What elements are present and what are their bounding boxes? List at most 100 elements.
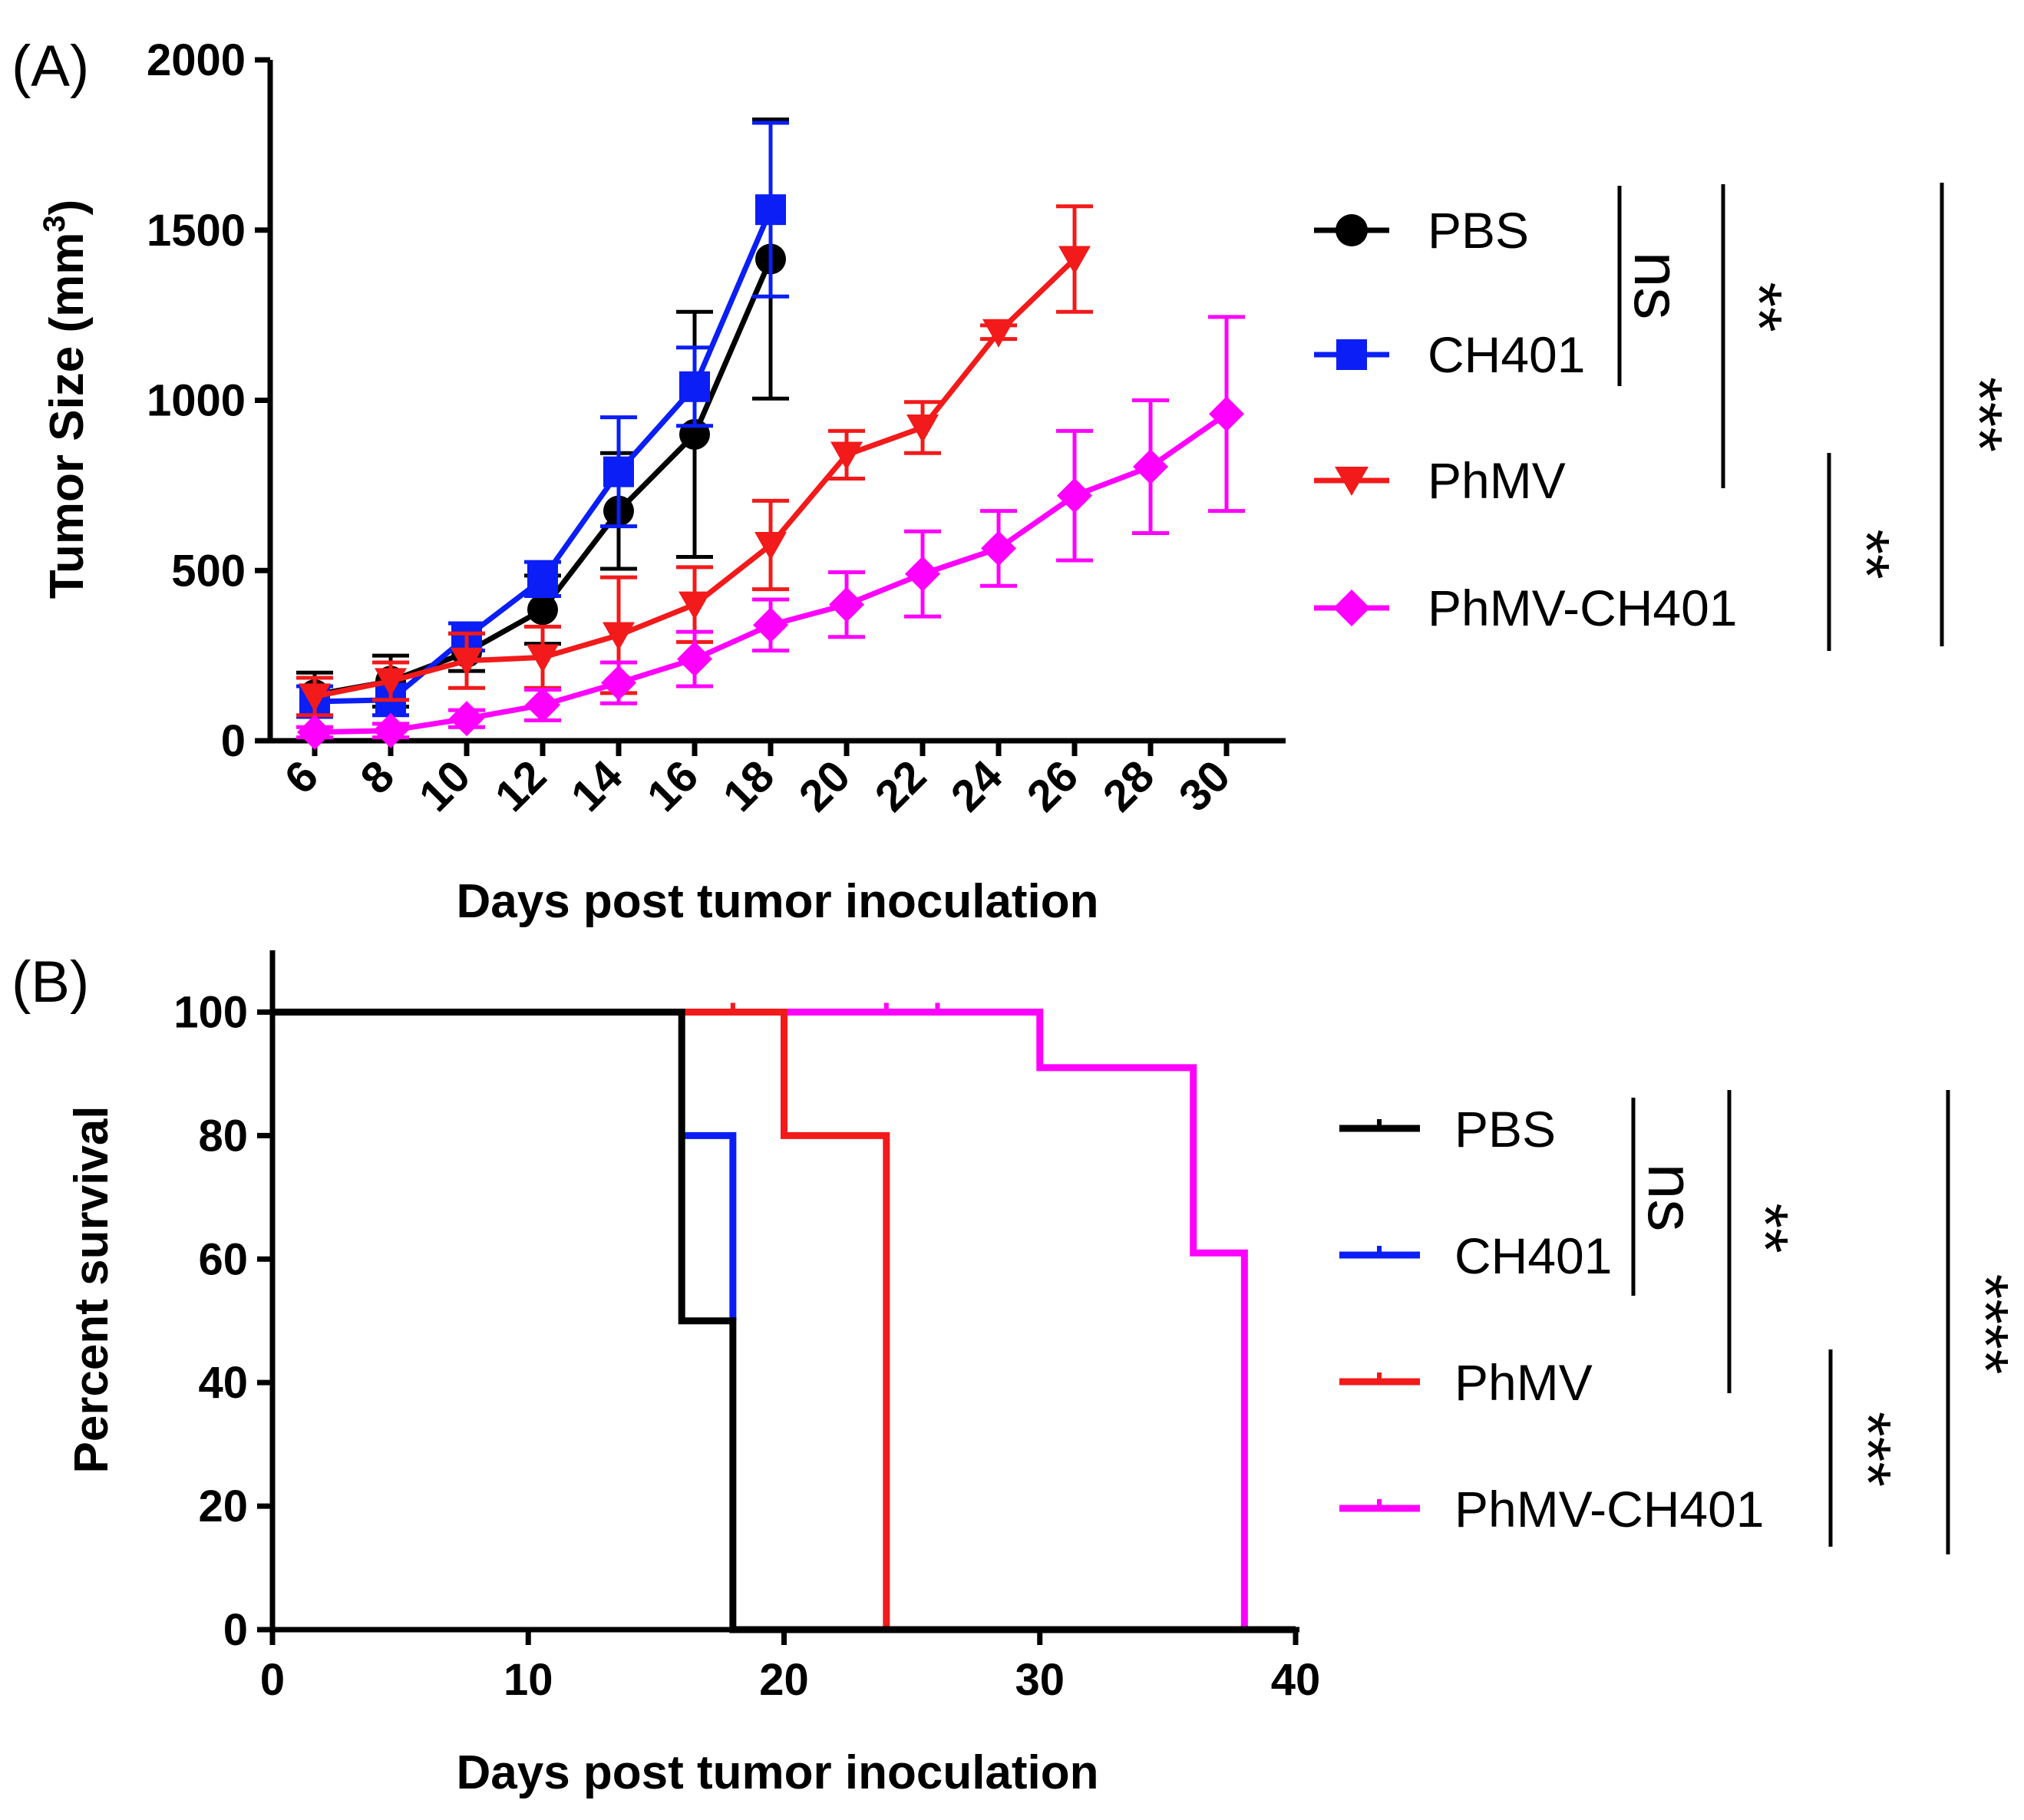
data-point (527, 594, 558, 626)
panel-a-label: (A) (12, 34, 89, 99)
panel-a-y-axis-label: Tumor Size (mm3) (38, 200, 94, 600)
legend-a-phmv: PhMV (1314, 452, 1566, 509)
data-point (755, 194, 786, 226)
legend-b-ch401: CH401 (1339, 1227, 1612, 1284)
sig-a-pbs-phmv-label: ** (1723, 282, 1795, 332)
legend-a-pbs: PBS (1314, 202, 1529, 259)
panel-b-legend: PBS CH401 PhMV PhMV-CH401 (1339, 1101, 1765, 1538)
b-ytick-label: 80 (198, 1111, 248, 1161)
series-b-phmv (682, 1002, 890, 1630)
a-xtick-label: 28 (1094, 751, 1164, 821)
panel-b-survival-chart: (B) 0 20 40 60 80 100 0 10 20 30 40 Percent survi… (12, 950, 2022, 1799)
legend-b-pbs: PBS (1339, 1101, 1556, 1158)
data-point (905, 556, 940, 592)
legend-b-phmv: PhMV (1339, 1354, 1593, 1411)
a-xtick-label: 8 (351, 751, 404, 804)
series-a-phmv-ch401 (296, 315, 1245, 750)
sig-b-pbs-combo-label: **** (1950, 1274, 2022, 1375)
data-point (679, 371, 710, 402)
b-ytick-label: 20 (198, 1481, 248, 1531)
data-point (679, 591, 711, 620)
panel-b-y-axis-label: Percent survival (65, 1105, 118, 1473)
panel-b-y-ticks: 0 20 40 60 80 100 (173, 987, 272, 1655)
data-point (906, 414, 939, 443)
a-xtick-label: 26 (1018, 751, 1088, 821)
legend-b-pbs-label: PBS (1454, 1101, 1556, 1158)
a-xtick-label: 12 (486, 751, 556, 821)
data-point (677, 641, 712, 677)
data-point (601, 665, 636, 701)
data-point (754, 531, 787, 560)
b-xtick-label: 30 (1015, 1655, 1065, 1705)
series-a-phmv (296, 204, 1093, 718)
b-ytick-label: 40 (198, 1358, 248, 1408)
b-ytick-label: 0 (223, 1605, 248, 1655)
a-ytick-label: 2000 (147, 35, 246, 85)
legend-b-ch401-label: CH401 (1454, 1227, 1612, 1284)
panel-b-label: (B) (12, 950, 89, 1015)
legend-a-phmv-ch401-label: PhMV-CH401 (1428, 580, 1738, 636)
a-xtick-label: 22 (866, 751, 936, 821)
sig-a-ns-label: ns (1621, 252, 1693, 320)
sig-b-phmv-combo-label: *** (1832, 1412, 1904, 1487)
a-xtick-label: 20 (790, 751, 860, 821)
survival-curve (784, 1008, 1248, 1630)
data-point (449, 701, 484, 737)
data-point (753, 607, 788, 643)
series-b-phmv-ch401 (784, 1002, 1248, 1630)
data-point (830, 441, 863, 471)
a-xtick-label: 14 (562, 751, 632, 821)
data-point (1133, 448, 1168, 484)
legend-a-ch401-marker (1336, 339, 1367, 370)
legend-a-phmv-label: PhMV (1428, 452, 1566, 509)
sig-b-pbs-phmv-label: ** (1729, 1203, 1801, 1253)
data-point (299, 683, 331, 712)
data-point (982, 319, 1015, 348)
b-xtick-label: 10 (504, 1655, 553, 1705)
data-point (373, 712, 408, 748)
data-point (1209, 396, 1244, 432)
panel-a-x-ticks: 6 8 10 12 14 16 18 20 22 24 26 28 30 (275, 741, 1240, 821)
a-xtick-label: 24 (942, 751, 1012, 821)
sig-b-ns-label: ns (1635, 1164, 1707, 1232)
sig-a-phmv-combo-label: ** (1831, 529, 1903, 579)
panel-b-series (272, 1002, 1296, 1633)
b-ytick-label: 100 (173, 987, 248, 1037)
data-point (829, 586, 864, 623)
data-point (603, 456, 634, 487)
legend-a-pbs-label: PBS (1428, 202, 1529, 259)
panel-a-series (296, 117, 1245, 750)
a-xtick-label: 18 (714, 751, 784, 821)
legend-b-phmv-ch401: PhMV-CH401 (1339, 1481, 1765, 1538)
data-point (1057, 477, 1092, 514)
a-xtick-label: 6 (275, 751, 328, 804)
a-ytick-label: 500 (171, 546, 246, 596)
series-b-ch401 (682, 1131, 737, 1321)
a-ytick-label: 1500 (147, 206, 246, 256)
b-ytick-label: 60 (198, 1234, 248, 1284)
b-xtick-label: 40 (1271, 1655, 1321, 1705)
panel-a-x-axis-label: Days post tumor inoculation (456, 875, 1098, 928)
panel-a-significance: ns ** ** *** (1617, 183, 2016, 651)
panel-b-significance: ns ** *** **** (1631, 1090, 2022, 1554)
survival-curve (682, 1131, 737, 1321)
panel-a-legend: PBS CH401 PhMV PhMV-CH401 (1314, 202, 1738, 636)
a-ytick-label: 1000 (147, 376, 246, 426)
survival-curve (682, 1008, 890, 1630)
a-xtick-label: 16 (638, 751, 708, 821)
data-point (297, 714, 332, 750)
a-ytick-label: 0 (221, 716, 246, 766)
panel-a-y-ticks: 0 500 1000 1500 2000 (147, 35, 270, 766)
data-point (603, 622, 635, 651)
data-point (525, 687, 560, 723)
b-xtick-label: 0 (260, 1655, 285, 1705)
survival-curve (272, 1008, 1296, 1633)
sig-a-pbs-combo-label: *** (1943, 377, 2016, 452)
panel-b-x-axis-label: Days post tumor inoculation (456, 1746, 1098, 1799)
series-b-pbs (272, 1008, 1296, 1633)
legend-a-phmv-ch401-marker (1333, 590, 1370, 626)
legend-a-ch401: CH401 (1314, 326, 1585, 383)
data-point (451, 647, 483, 676)
legend-a-phmv-marker (1335, 467, 1369, 496)
